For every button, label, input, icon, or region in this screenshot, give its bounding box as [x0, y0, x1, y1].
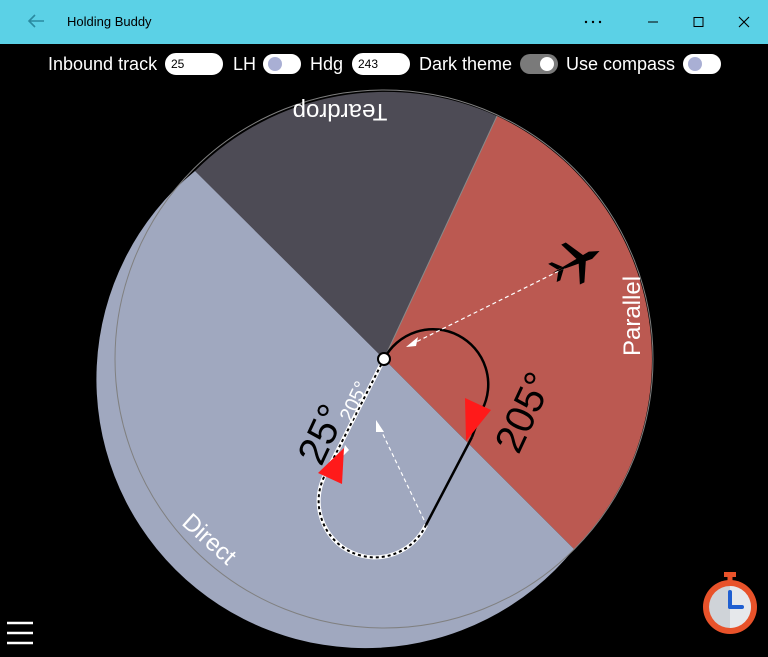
- toggle-knob: [688, 57, 702, 71]
- outbound-arrow: [465, 398, 491, 441]
- teardrop-sector[interactable]: [195, 91, 497, 359]
- settings-toolbar: Inbound track LH Hdg Dark theme Use comp…: [0, 44, 768, 84]
- sector-divider: [383, 115, 498, 360]
- lh-toggle[interactable]: [263, 54, 301, 74]
- holding-entry-diagram: Teardrop Parallel Direct 25° 205° 205°: [96, 89, 654, 649]
- toggle-knob: [268, 57, 282, 71]
- dark-theme-toggle[interactable]: [520, 54, 558, 74]
- teardrop-label: Teardrop: [293, 98, 388, 125]
- more-icon: [584, 20, 602, 24]
- sector-outline: [114, 89, 654, 629]
- inbound-track-label: Inbound track: [48, 54, 158, 74]
- back-arrow-icon[interactable]: [26, 11, 46, 31]
- direct-sector[interactable]: [96, 171, 574, 649]
- inbound-arrow: [318, 448, 344, 484]
- lh-label: LH: [233, 54, 257, 74]
- outbound-leg: [424, 436, 474, 526]
- aircraft-track-line: [407, 267, 566, 347]
- track-arrowhead: [406, 337, 418, 347]
- return-arrowhead: [376, 420, 384, 432]
- holding-turn-top: [382, 328, 490, 438]
- more-button[interactable]: [570, 0, 616, 44]
- parallel-sector[interactable]: [384, 116, 652, 549]
- app-title: Holding Buddy: [67, 14, 152, 29]
- parallel-return-line: [377, 423, 425, 521]
- title-bar: Holding Buddy: [0, 0, 768, 44]
- maximize-button[interactable]: [676, 0, 722, 44]
- minimize-icon: [648, 21, 658, 23]
- use-compass-label: Use compass: [566, 54, 676, 74]
- airplane-icon: [548, 242, 600, 285]
- dark-theme-label: Dark theme: [419, 54, 513, 74]
- holding-turn-bottom-dash: [317, 476, 427, 559]
- hdg-label: Hdg: [310, 54, 344, 74]
- holding-fix: [377, 352, 391, 366]
- minimize-button[interactable]: [630, 0, 676, 44]
- stopwatch-icon[interactable]: [698, 570, 760, 636]
- hamburger-menu-icon[interactable]: [6, 620, 34, 646]
- close-icon: [738, 16, 750, 28]
- inbound-track-input[interactable]: [165, 53, 223, 75]
- entry-arrowhead: [342, 445, 349, 457]
- use-compass-toggle[interactable]: [683, 54, 721, 74]
- hdg-input[interactable]: [352, 53, 410, 75]
- inbound-leg-dash: [323, 358, 385, 478]
- parallel-label: Parallel: [619, 276, 646, 356]
- close-button[interactable]: [721, 0, 767, 44]
- maximize-icon: [693, 17, 704, 27]
- toggle-knob: [540, 57, 554, 71]
